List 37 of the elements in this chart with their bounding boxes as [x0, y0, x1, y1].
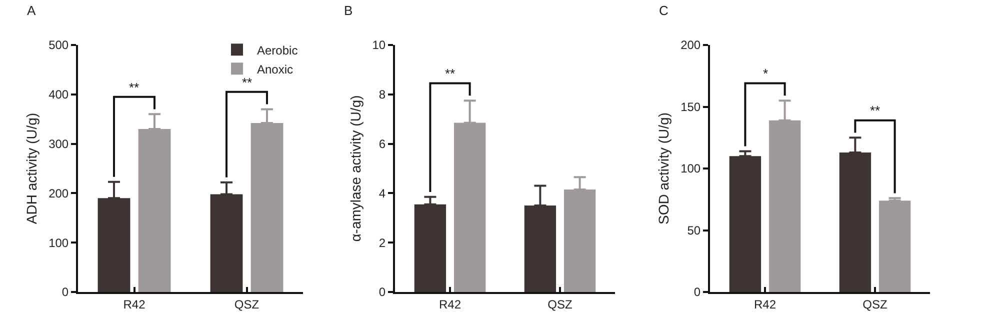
- legend-label: Anoxic: [257, 62, 294, 76]
- annotation: **: [445, 66, 456, 81]
- y-tick-label: 100: [680, 162, 701, 176]
- annotation: **: [870, 103, 880, 118]
- annotation: **: [129, 80, 140, 95]
- y-tick-label: 150: [680, 100, 701, 114]
- y-tick-label: 0: [694, 285, 701, 300]
- y-tick-label: 10: [372, 38, 386, 52]
- x-tick-label: R42: [123, 297, 146, 312]
- chart-title: A: [27, 3, 36, 18]
- y-axis-title: α-amylase activity (U/g): [347, 95, 364, 242]
- chart-title: B: [344, 3, 353, 18]
- x-tick-label: QSZ: [548, 297, 572, 312]
- y-axis-title: ADH activity (U/g): [24, 112, 40, 224]
- x-tick-label: QSZ: [862, 297, 888, 312]
- y-tick-label: 50: [687, 223, 701, 238]
- y-tick-label: 4: [378, 186, 386, 200]
- x-tick-label: QSZ: [234, 297, 260, 312]
- x-tick-label: R42: [438, 297, 462, 312]
- y-tick-label: 8: [378, 88, 386, 102]
- y-tick-label: 200: [48, 186, 69, 200]
- annotation: *: [763, 66, 768, 81]
- y-tick-label: 6: [378, 137, 386, 151]
- y-tick-label: 100: [48, 236, 69, 250]
- x-tick-label: R42: [754, 297, 776, 312]
- y-tick-label: 2: [378, 236, 386, 250]
- y-axis-title: SOD activity (U/g): [656, 112, 672, 225]
- y-tick-label: 0: [62, 285, 69, 300]
- y-tick-label: 500: [48, 38, 69, 52]
- bar: [878, 200, 911, 292]
- chart-title: C: [659, 3, 668, 18]
- y-tick-label: 400: [48, 88, 69, 102]
- legend-label: Aerobic: [257, 43, 298, 58]
- y-tick-label: 0: [378, 285, 386, 300]
- annotation: **: [242, 75, 252, 90]
- y-tick-label: 200: [680, 38, 701, 52]
- y-tick-label: 300: [48, 137, 69, 151]
